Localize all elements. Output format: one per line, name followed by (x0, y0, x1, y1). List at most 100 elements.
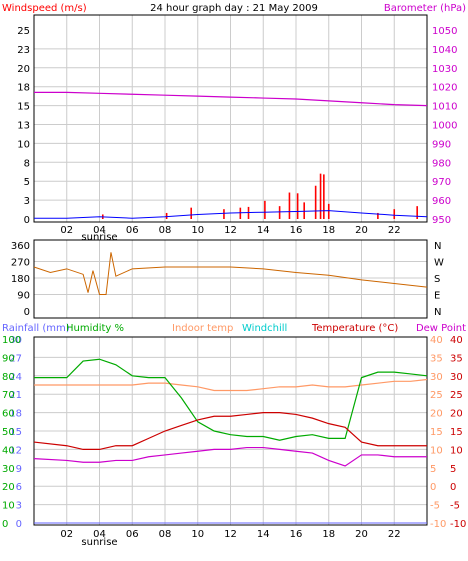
indoor-temp-tick: 30 (430, 372, 443, 383)
temperature-tick: 5 (450, 464, 456, 475)
humidity-tick: 0 (2, 519, 8, 530)
temperature-tick: 40 (450, 335, 463, 346)
dewpoint-line (33, 446, 427, 467)
rainfall-label: Rainfall (mm) (2, 323, 70, 334)
x-tick-label (425, 529, 428, 540)
humidity-tick: 20 (2, 482, 15, 493)
panel2-frame (33, 239, 428, 319)
direction-tick: 360 (11, 241, 30, 252)
windspeed-tick: 13 (17, 121, 30, 132)
panel1-frame (33, 14, 428, 223)
x-tick-label: 12 (224, 225, 237, 236)
humidity-tick: 70 (2, 390, 15, 401)
x-tick-label: 06 (126, 225, 139, 236)
wind-direction-line (33, 252, 428, 295)
rainfall-tick: 9 (16, 464, 22, 475)
humidity-label: Humidity % (66, 323, 124, 334)
humidity-tick: 60 (2, 409, 15, 420)
windspeed-tick: 3 (24, 196, 30, 207)
x-tick-label: 16 (290, 225, 303, 236)
x-tick-label: 08 (159, 529, 172, 540)
x-tick-label: 04 (93, 529, 106, 540)
barometer-tick: 980 (432, 158, 451, 169)
indoor-temp-label: Indoor temp (172, 323, 233, 334)
rainfall-tick: 15 (9, 427, 22, 438)
x-tick-label: 02 (60, 529, 73, 540)
rainfall-tick: 6 (16, 482, 22, 493)
x-tick-label: 14 (257, 529, 270, 540)
barometer-tick: 1040 (432, 45, 457, 56)
windspeed-tick: 0 (24, 215, 30, 226)
x-tick-label: 14 (257, 225, 270, 236)
panel3-frame (33, 336, 428, 526)
compass-label: N (434, 307, 441, 318)
indoor-temp-tick: 35 (430, 353, 443, 364)
temperature-tick: 35 (450, 353, 463, 364)
indoor-temp-tick: 40 (430, 335, 443, 346)
direction-tick: 90 (17, 291, 30, 302)
barometer-tick: 1020 (432, 83, 457, 94)
indoor-temp-tick: 15 (430, 427, 443, 438)
windspeed-tick: 15 (17, 102, 30, 113)
windspeed-tick: 10 (17, 139, 30, 150)
barometer-tick: 1010 (432, 102, 457, 113)
dewpoint-label: Dew Point (416, 323, 466, 334)
windspeed-tick: 20 (17, 64, 30, 75)
x-tick-label: 08 (159, 225, 172, 236)
temperature-tick: 0 (450, 482, 456, 493)
temperature-tick: 10 (450, 445, 463, 456)
barometer-tick: 960 (432, 196, 451, 207)
temperature-tick: -5 (450, 501, 460, 512)
humidity-tick: 30 (2, 464, 15, 475)
chart-title: 24 hour graph day : 21 May 2009 (150, 3, 318, 14)
barometer-line (34, 91, 428, 107)
x-tick-label: 20 (355, 225, 368, 236)
barometer-tick: 950 (432, 215, 451, 226)
indoor-temp-tick: 0 (430, 482, 436, 493)
temperature-tick: 20 (450, 409, 463, 420)
x-tick-label: 22 (388, 529, 401, 540)
direction-tick: 180 (11, 274, 30, 285)
sunrise-label: sunrise (81, 537, 117, 548)
indoor-temp-tick: 25 (430, 390, 443, 401)
x-tick-label: 10 (191, 225, 204, 236)
rainfall-tick: 21 (9, 390, 22, 401)
temperature-tick: 15 (450, 427, 463, 438)
temperature-tick: -10 (450, 519, 466, 530)
humidity-tick: 100 (2, 335, 21, 346)
barometer-tick: 970 (432, 177, 451, 188)
barometer-tick: 1030 (432, 64, 457, 75)
humidity-tick: 90 (2, 353, 15, 364)
windspeed-tick: 23 (17, 45, 30, 56)
compass-label: S (434, 274, 440, 285)
x-tick-label: 12 (224, 529, 237, 540)
indoor-temp-tick: -5 (430, 501, 440, 512)
x-tick-label: 06 (126, 529, 139, 540)
x-tick-label: 18 (322, 225, 335, 236)
humidity-line (34, 358, 428, 441)
indoor-temp-tick: 10 (430, 445, 443, 456)
indoor-temp-tick: 5 (430, 464, 436, 475)
x-tick-label: 18 (322, 529, 335, 540)
humidity-tick: 40 (2, 445, 15, 456)
windspeed-line (34, 210, 428, 219)
windspeed-tick: 5 (24, 177, 30, 188)
humidity-tick: 80 (2, 372, 15, 383)
rainfall-tick: 27 (9, 353, 22, 364)
sunrise-label: sunrise (81, 232, 117, 243)
compass-label: E (434, 291, 440, 302)
direction-tick: 0 (24, 307, 30, 318)
barometer-label: Barometer (hPa) (384, 3, 466, 14)
rainfall-tick: 12 (9, 445, 22, 456)
barometer-tick: 1050 (432, 26, 457, 37)
temperature-label: Temperature (°C) (311, 323, 398, 334)
indoor-temp-tick: -10 (430, 519, 446, 530)
indoor-temp-tick: 20 (430, 409, 443, 420)
barometer-tick: 990 (432, 139, 451, 150)
temperature-tick: 30 (450, 372, 463, 383)
rainfall-tick: 24 (9, 372, 22, 383)
x-tick-label: 22 (388, 225, 401, 236)
x-tick-label: 04 (93, 225, 106, 236)
windspeed-tick: 8 (24, 158, 30, 169)
